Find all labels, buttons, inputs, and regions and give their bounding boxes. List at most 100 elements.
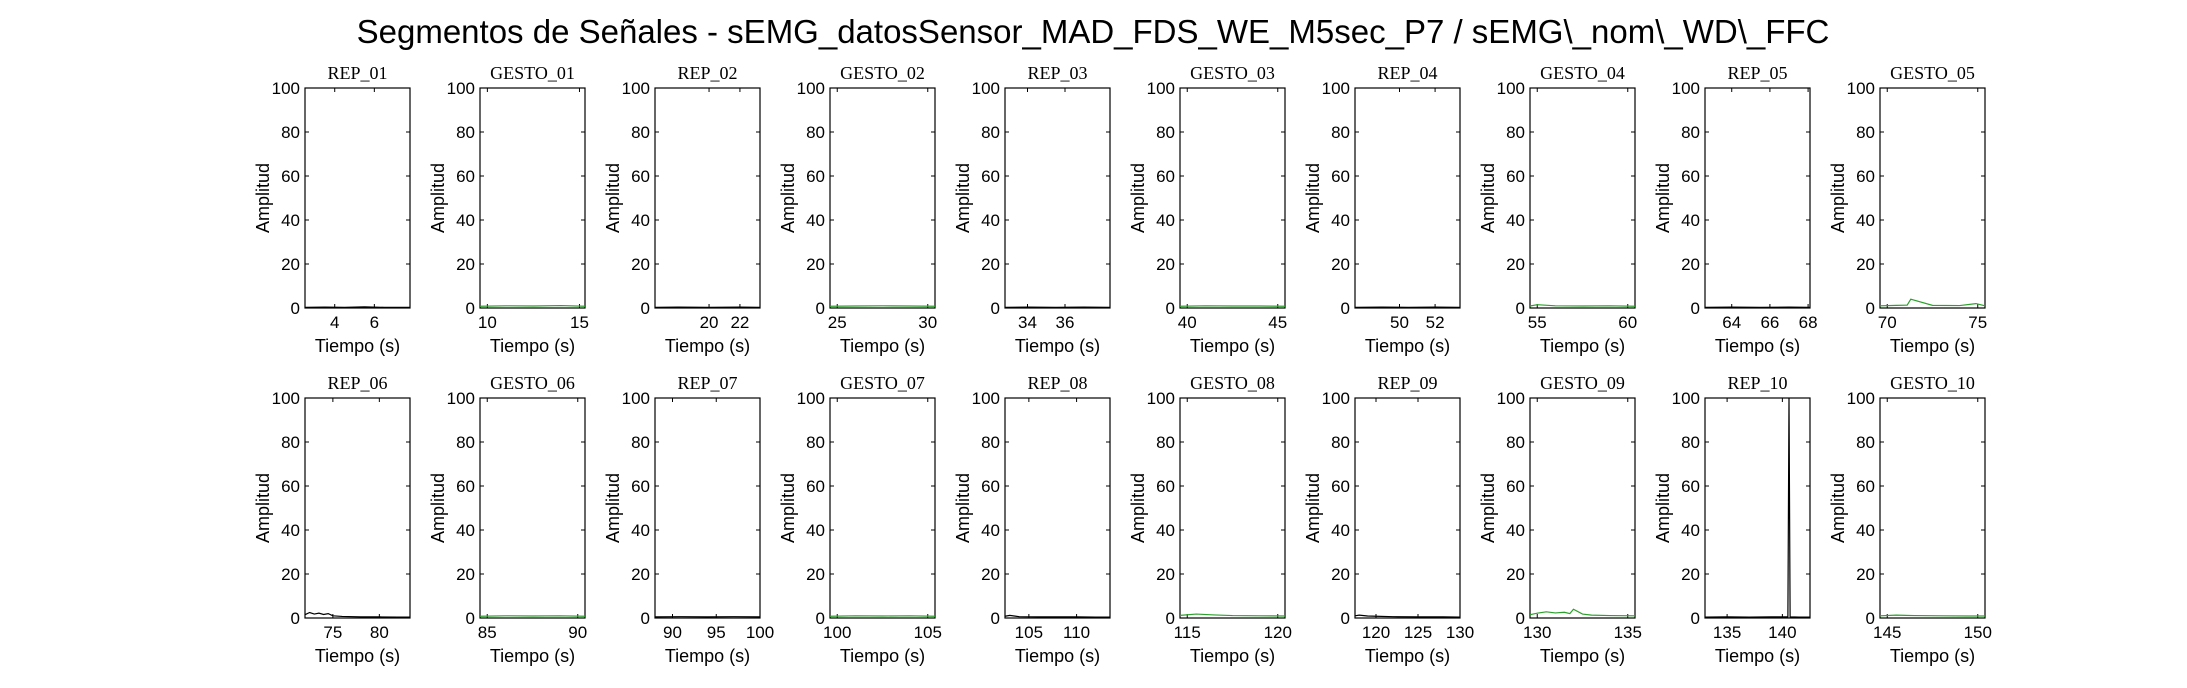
y-tick-label: 20 — [806, 565, 825, 584]
y-tick-label: 80 — [1331, 123, 1350, 142]
y-tick-label: 60 — [281, 477, 300, 496]
x-tick-label: 135 — [1713, 623, 1741, 642]
y-axis-label: Amplitud — [1478, 163, 1498, 233]
x-tick-label: 66 — [1760, 313, 1779, 332]
series-line-0 — [479, 304, 586, 307]
x-tick-label: 130 — [1523, 623, 1551, 642]
y-tick-label: 40 — [456, 211, 475, 230]
y-tick-label: 0 — [991, 609, 1000, 628]
y-tick-label: 100 — [447, 389, 475, 408]
y-tick-label: 60 — [1331, 167, 1350, 186]
y-tick-label: 20 — [456, 255, 475, 274]
x-tick-label: 110 — [1063, 623, 1090, 642]
axes-box — [304, 397, 411, 619]
y-tick-label: 100 — [1672, 79, 1700, 98]
axes-box — [1879, 397, 1986, 619]
y-tick-label: 100 — [1672, 389, 1700, 408]
axes-box — [1529, 397, 1636, 619]
subplot-gesto-02: 0 20 40 60 80 100 25 30 GESTO_02 Tiempo (s) Amplit… — [778, 63, 937, 356]
y-tick-label: 0 — [641, 299, 650, 318]
y-tick-label: 100 — [1497, 79, 1525, 98]
y-tick-label: 100 — [1147, 79, 1175, 98]
y-tick-label: 60 — [981, 477, 1000, 496]
y-tick-label: 40 — [1856, 211, 1875, 230]
y-tick-label: 80 — [806, 433, 825, 452]
subplot-title: REP_03 — [1027, 63, 1087, 83]
subplot-gesto-05: 0 20 40 60 80 100 70 75 GESTO_05 Tiempo (s) Amplit… — [1828, 63, 1987, 356]
subplot-title: GESTO_09 — [1540, 373, 1625, 393]
x-tick-label: 75 — [323, 623, 342, 642]
subplot-title: GESTO_04 — [1540, 63, 1625, 83]
x-axis-label: Tiempo (s) — [1190, 646, 1275, 666]
y-tick-label: 20 — [631, 565, 650, 584]
x-tick-label: 120 — [1264, 623, 1292, 642]
y-tick-label: 40 — [456, 521, 475, 540]
y-tick-label: 20 — [981, 255, 1000, 274]
y-tick-label: 0 — [466, 299, 475, 318]
subplot-title: GESTO_05 — [1890, 63, 1975, 83]
series-line-0 — [1179, 613, 1286, 617]
y-axis-label: Amplitud — [1128, 163, 1148, 233]
x-tick-label: 34 — [1018, 313, 1037, 332]
y-tick-label: 80 — [981, 123, 1000, 142]
y-tick-label: 60 — [631, 167, 650, 186]
y-tick-label: 80 — [631, 123, 650, 142]
x-tick-label: 20 — [700, 313, 719, 332]
subplot-rep-06: 0 20 40 60 80 100 75 80 REP_06 Tiempo (s) Amplitud — [253, 373, 411, 666]
x-tick-label: 80 — [370, 623, 389, 642]
x-axis-label: Tiempo (s) — [490, 336, 575, 356]
x-tick-label: 90 — [663, 623, 682, 642]
series-line-0 — [1704, 397, 1810, 618]
axes-box — [654, 87, 761, 309]
y-tick-label: 20 — [1681, 565, 1700, 584]
subplot-rep-09: 0 20 40 60 80 100 120 125 130 REP_09 Tiempo (s) Amp… — [1303, 373, 1474, 666]
axes-box — [654, 397, 761, 619]
y-axis-label: Amplitud — [953, 163, 973, 233]
y-tick-label: 100 — [1147, 389, 1175, 408]
y-tick-label: 20 — [1156, 255, 1175, 274]
y-tick-label: 100 — [1847, 79, 1875, 98]
y-tick-label: 0 — [1866, 299, 1875, 318]
y-tick-label: 20 — [981, 565, 1000, 584]
series-line-0 — [1529, 304, 1636, 307]
axes-box — [829, 87, 936, 309]
y-tick-label: 40 — [1156, 521, 1175, 540]
y-tick-label: 0 — [1341, 299, 1350, 318]
y-tick-label: 80 — [281, 123, 300, 142]
x-tick-label: 4 — [330, 313, 339, 332]
x-tick-label: 85 — [478, 623, 497, 642]
y-tick-label: 40 — [1856, 521, 1875, 540]
subplot-rep-07: 0 20 40 60 80 100 90 95 100 REP_07 Tiempo (s) Ampli… — [603, 373, 774, 666]
y-tick-label: 0 — [1516, 609, 1525, 628]
y-tick-label: 60 — [1681, 477, 1700, 496]
axes-box — [1354, 87, 1461, 309]
y-tick-label: 20 — [631, 255, 650, 274]
subplot-rep-02: 0 20 40 60 80 100 20 22 REP_02 Tiempo (s) Amplitud — [603, 63, 761, 356]
y-tick-label: 60 — [1506, 477, 1525, 496]
y-tick-label: 0 — [291, 299, 300, 318]
axes-box — [1704, 87, 1811, 309]
subplot-title: GESTO_06 — [490, 373, 575, 393]
axes-box — [1529, 87, 1636, 309]
subplot-gesto-07: 0 20 40 60 80 100 100 105 GESTO_07 Tiempo (s) Ampl… — [778, 373, 942, 666]
series-line-0 — [1879, 298, 1986, 307]
axes-box — [1179, 87, 1286, 309]
x-tick-label: 64 — [1722, 313, 1741, 332]
y-tick-label: 40 — [281, 521, 300, 540]
y-tick-label: 60 — [806, 477, 825, 496]
x-tick-label: 115 — [1174, 623, 1201, 642]
subplot-title: GESTO_03 — [1190, 63, 1275, 83]
y-tick-label: 100 — [447, 79, 475, 98]
x-axis-label: Tiempo (s) — [1890, 646, 1975, 666]
axes-box — [1004, 87, 1111, 309]
x-axis-label: Tiempo (s) — [1715, 646, 1800, 666]
subplot-gesto-08: 0 20 40 60 80 100 115 120 GESTO_08 Tiempo (s) Ampl… — [1128, 373, 1292, 666]
subplot-title: REP_09 — [1377, 373, 1437, 393]
y-tick-label: 0 — [1341, 609, 1350, 628]
y-tick-label: 80 — [1331, 433, 1350, 452]
y-tick-label: 20 — [1156, 565, 1175, 584]
axes-box — [1354, 397, 1461, 619]
x-axis-label: Tiempo (s) — [315, 336, 400, 356]
